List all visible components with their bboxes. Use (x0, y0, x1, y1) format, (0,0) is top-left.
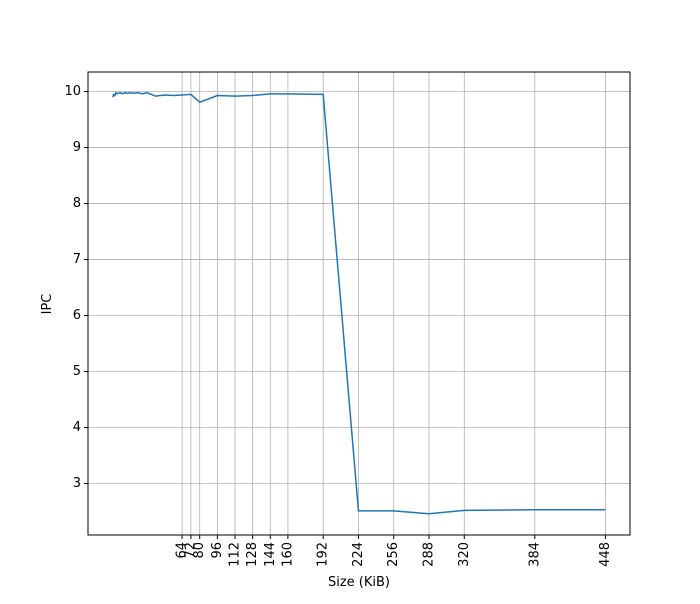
x-axis-label: Size (KiB) (328, 575, 390, 590)
y-tick-label: 9 (73, 140, 81, 155)
x-tick-label: 80 (192, 542, 207, 559)
y-tick-label: 3 (73, 476, 81, 491)
x-tick-label: 288 (421, 542, 436, 567)
plot-frame (87, 71, 631, 536)
y-tick-label: 7 (73, 252, 81, 267)
y-tick-label: 8 (73, 196, 81, 211)
y-axis-label: IPC (40, 294, 55, 315)
x-tick-label: 224 (351, 542, 366, 567)
y-tick-label: 5 (73, 364, 81, 379)
x-tick-label: 64 (175, 542, 190, 559)
x-tick-label: 256 (386, 542, 401, 567)
x-tick-label: 320 (457, 542, 472, 567)
y-tick-label: 6 (73, 308, 81, 323)
y-tick-label: 10 (64, 84, 81, 99)
x-tick-label: 448 (598, 542, 613, 567)
x-tick-label: 96 (210, 542, 225, 559)
y-tick-label: 4 (73, 420, 81, 435)
x-tick-label: 112 (227, 542, 242, 567)
x-tick-label: 192 (316, 542, 331, 567)
x-tick-label: 160 (280, 542, 295, 567)
data-line (111, 91, 606, 515)
x-tick-label: 144 (263, 542, 278, 567)
x-tick-label: 128 (245, 542, 260, 567)
x-tick-label: 72 (183, 542, 198, 559)
x-tick-label: 384 (527, 542, 542, 567)
